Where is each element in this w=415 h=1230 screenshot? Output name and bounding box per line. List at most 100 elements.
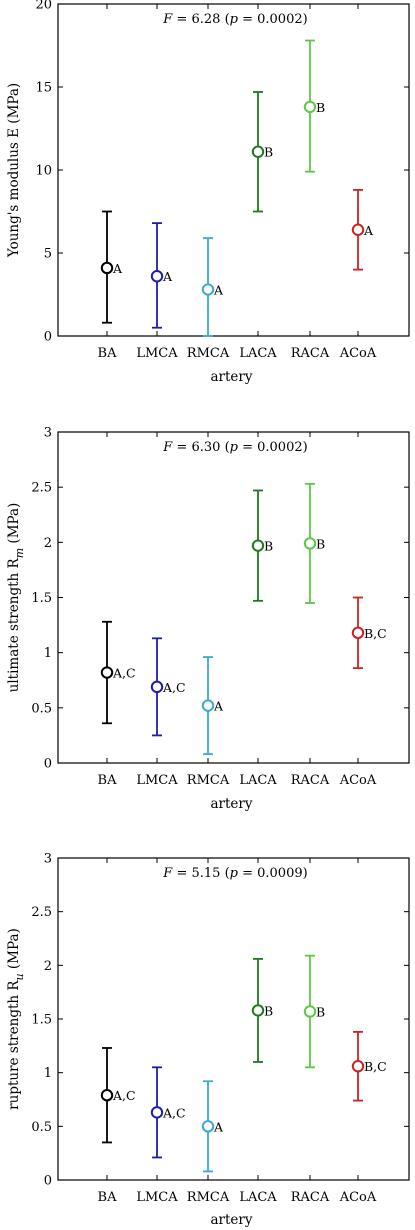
stat-p-value: = 0.0002) <box>238 12 308 27</box>
x-tick-label: LMCA <box>136 346 178 361</box>
group-label: B <box>316 536 325 551</box>
y-tick-label: 2 <box>44 536 52 551</box>
error-bar-rmca: A <box>201 656 224 756</box>
stat-p-symbol: p <box>230 866 239 881</box>
x-tick-label: RMCA <box>187 346 230 361</box>
y-tick-label: 0 <box>44 757 52 772</box>
group-label: B <box>316 1004 325 1019</box>
mean-point <box>150 680 164 694</box>
y-tick-label: 0 <box>44 1174 52 1189</box>
error-bar-lmca: A,C <box>150 637 186 737</box>
y-axis-label-main: ultimate strength R <box>6 557 22 692</box>
y-tick-label: 15 <box>35 81 52 96</box>
group-label: A,C <box>112 666 136 681</box>
plot-frame <box>57 857 410 1181</box>
error-bar-lmca: A <box>150 222 173 329</box>
stat-p-value: = 0.0002) <box>238 440 308 455</box>
group-label: A <box>112 261 123 276</box>
group-label: A <box>162 269 173 284</box>
error-bar-acoa: A <box>351 189 374 271</box>
x-tick-label: ACoA <box>339 346 377 361</box>
y-tick-label: 2 <box>44 959 52 974</box>
x-tick-label: ACoA <box>339 773 377 788</box>
y-tick-label: 10 <box>35 164 52 179</box>
y-tick-label: 3 <box>44 426 52 441</box>
y-tick-label: 1.5 <box>31 591 52 606</box>
group-label: A <box>213 283 224 298</box>
stat-p-symbol: p <box>230 440 239 455</box>
error-bar-lmca: A,C <box>150 1066 186 1159</box>
x-tick-label: LMCA <box>136 1190 178 1205</box>
group-label: A <box>213 699 224 714</box>
group-label: B <box>316 100 325 115</box>
error-bar-ba: A,C <box>100 620 136 725</box>
error-bar-rmca: A <box>201 237 224 337</box>
x-tick-label: LACA <box>239 773 277 788</box>
error-bar-acoa: B,C <box>351 1030 387 1102</box>
mean-point <box>100 261 114 275</box>
mean-point <box>303 537 317 550</box>
group-label: B,C <box>364 1059 387 1074</box>
y-tick-label: 5 <box>44 247 52 262</box>
x-axis-label: artery <box>211 369 253 385</box>
mean-point <box>100 666 114 679</box>
x-tick-label: BA <box>98 1190 118 1205</box>
mean-point <box>303 100 317 114</box>
y-tick-label: 0.5 <box>31 701 52 716</box>
error-bar-laca: B <box>251 91 273 213</box>
x-tick-label: RACA <box>291 1190 330 1205</box>
y-axis-label-main: rupture strength R <box>6 980 22 1110</box>
x-tick-label: BA <box>98 346 118 361</box>
mean-point <box>150 270 164 283</box>
group-label: A,C <box>162 1105 186 1120</box>
y-tick-label: 1 <box>44 1066 52 1081</box>
stat-annotation: F = 5.15 (p = 0.0009) <box>162 866 307 881</box>
error-bar-ba: A <box>100 210 123 324</box>
group-label: B <box>264 1003 273 1018</box>
y-axis-label-sub: u <box>13 973 26 980</box>
stat-f-value: = 6.30 ( <box>172 440 229 455</box>
y-axis-label-unit: (MPa) <box>6 503 22 548</box>
y-tick-label: 20 <box>35 0 52 13</box>
x-tick-label: LMCA <box>136 773 178 788</box>
plot-frame <box>57 3 410 337</box>
mean-point <box>351 1060 365 1073</box>
y-tick-label: 0 <box>44 330 52 345</box>
y-tick-label: 1 <box>44 646 52 661</box>
x-axis-label: artery <box>211 1212 253 1228</box>
y-tick-label: 2.5 <box>31 905 52 920</box>
stat-annotation: F = 6.30 (p = 0.0002) <box>162 440 307 455</box>
mean-point <box>251 145 265 158</box>
mean-point <box>251 1004 265 1017</box>
x-tick-label: LACA <box>239 1190 277 1205</box>
group-label: A,C <box>162 680 186 695</box>
stat-f-value: = 6.28 ( <box>172 12 229 27</box>
stat-f-symbol: F <box>162 440 173 455</box>
group-label: A,C <box>112 1088 136 1103</box>
error-bar-ba: A,C <box>100 1047 136 1144</box>
mean-point <box>150 1106 164 1119</box>
mean-point <box>201 1120 215 1133</box>
error-bar-rmca: A <box>201 1080 224 1173</box>
y-tick-label: 3 <box>44 852 52 867</box>
x-tick-label: RMCA <box>187 773 230 788</box>
x-tick-label: ACoA <box>339 1190 377 1205</box>
stat-f-value: = 5.15 ( <box>172 866 229 881</box>
x-tick-label: RMCA <box>187 1190 230 1205</box>
x-tick-label: LACA <box>239 346 277 361</box>
mean-point <box>100 1089 114 1102</box>
group-label: B,C <box>364 626 387 641</box>
stat-p-value: = 0.0009) <box>238 866 308 881</box>
error-bar-raca: B <box>303 954 325 1069</box>
stat-f-symbol: F <box>162 866 173 881</box>
error-bar-laca: B <box>251 957 273 1063</box>
x-tick-label: BA <box>98 773 118 788</box>
group-label: A <box>213 1119 224 1134</box>
y-axis-label: Young's modulus E (MPa) <box>6 83 22 258</box>
mean-point <box>201 699 215 712</box>
x-tick-label: RACA <box>291 346 330 361</box>
